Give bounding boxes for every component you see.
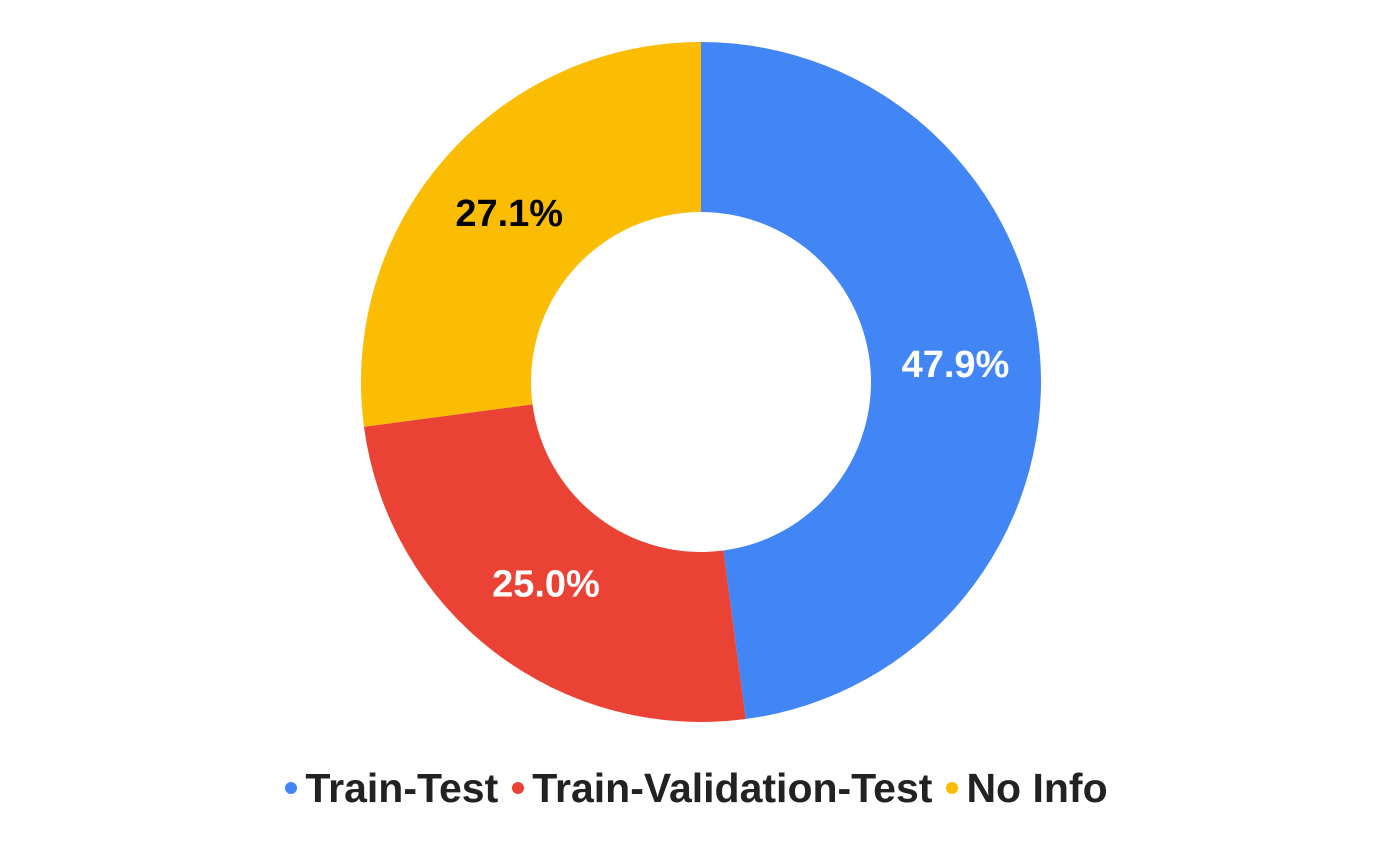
legend-item-train-validation-test: Train-Validation-Test bbox=[512, 765, 932, 812]
legend-label-train-validation-test: Train-Validation-Test bbox=[532, 765, 932, 812]
slice-label-train-validation-test: 25.0% bbox=[492, 563, 600, 605]
legend-label-train-test: Train-Test bbox=[305, 765, 498, 812]
legend-label-no-info: No Info bbox=[966, 765, 1107, 812]
legend-item-train-test: Train-Test bbox=[285, 765, 498, 812]
legend-dot-no-info bbox=[946, 782, 958, 794]
legend-dot-train-test bbox=[285, 782, 297, 794]
slice-label-train-test: 47.9% bbox=[902, 344, 1010, 386]
legend-item-no-info: No Info bbox=[946, 765, 1107, 812]
slice-label-no-info: 27.1% bbox=[455, 193, 563, 235]
legend: Train-Test Train-Validation-Test No Info bbox=[0, 758, 1393, 818]
legend-dot-train-validation-test bbox=[512, 782, 524, 794]
